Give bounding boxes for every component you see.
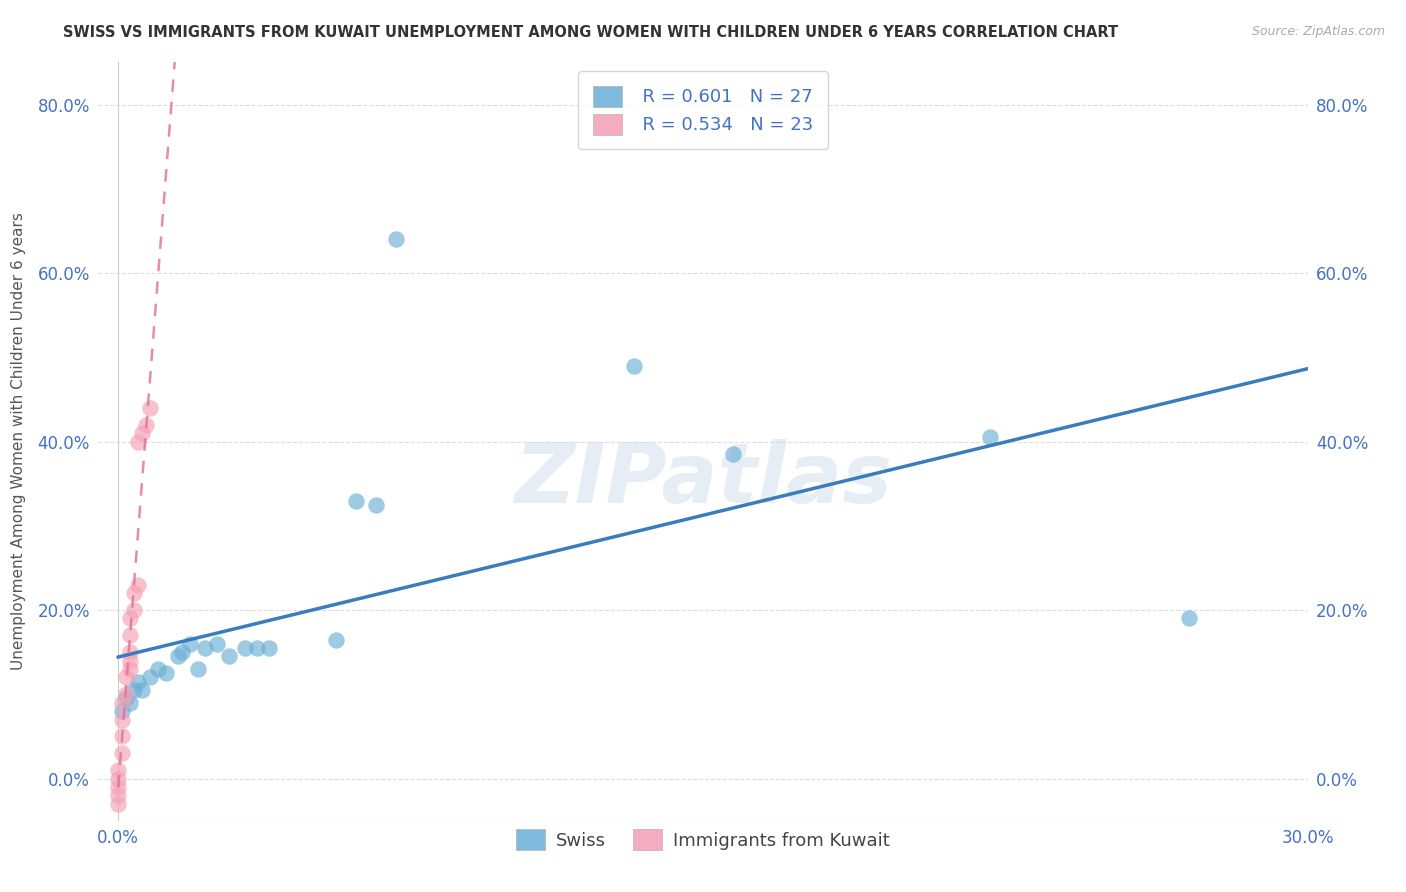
Point (120, 645, 142, 659)
Point (186, 662, 208, 676)
Point (107, 797, 129, 811)
Point (120, 696, 142, 710)
Point (139, 670, 162, 684)
Point (207, 637, 229, 651)
Point (122, 603, 145, 617)
Point (257, 640, 280, 655)
Point (120, 662, 142, 676)
Point (115, 670, 138, 684)
Point (325, 632, 347, 647)
Point (115, 691, 138, 706)
Point (721, 447, 744, 461)
Point (111, 730, 134, 744)
Point (111, 746, 134, 760)
Point (139, 401, 162, 415)
Point (115, 687, 138, 701)
Point (979, 430, 1001, 444)
Point (364, 498, 387, 512)
Point (218, 649, 240, 664)
Point (170, 645, 193, 659)
Point (111, 696, 134, 710)
Point (120, 611, 142, 625)
Point (179, 637, 201, 651)
Legend: Swiss, Immigrants from Kuwait: Swiss, Immigrants from Kuwait (502, 815, 904, 864)
Text: Source: ZipAtlas.com: Source: ZipAtlas.com (1251, 25, 1385, 38)
Text: SWISS VS IMMIGRANTS FROM KUWAIT UNEMPLOYMENT AMONG WOMEN WITH CHILDREN UNDER 6 Y: SWISS VS IMMIGRANTS FROM KUWAIT UNEMPLOY… (63, 25, 1118, 40)
Point (146, 662, 169, 676)
Point (344, 493, 367, 508)
Point (131, 426, 153, 441)
Y-axis label: Unemployment Among Women with Children Under 6 years: Unemployment Among Women with Children U… (11, 212, 27, 671)
Point (623, 359, 645, 373)
Point (1177, 611, 1199, 625)
Point (122, 586, 145, 600)
Point (135, 417, 157, 432)
Point (131, 683, 153, 698)
Point (120, 654, 142, 668)
Point (166, 649, 188, 664)
Point (107, 763, 129, 777)
Point (194, 640, 217, 655)
Point (107, 789, 129, 803)
Point (127, 578, 149, 592)
Point (127, 674, 149, 689)
Point (111, 713, 134, 727)
Text: ZIPatlas: ZIPatlas (515, 439, 891, 520)
Point (233, 640, 256, 655)
Point (107, 780, 129, 794)
Point (246, 640, 269, 655)
Point (111, 704, 134, 718)
Point (107, 772, 129, 786)
Point (120, 628, 142, 642)
Point (155, 666, 177, 681)
Point (384, 232, 406, 246)
Point (127, 434, 149, 449)
Point (122, 683, 145, 698)
